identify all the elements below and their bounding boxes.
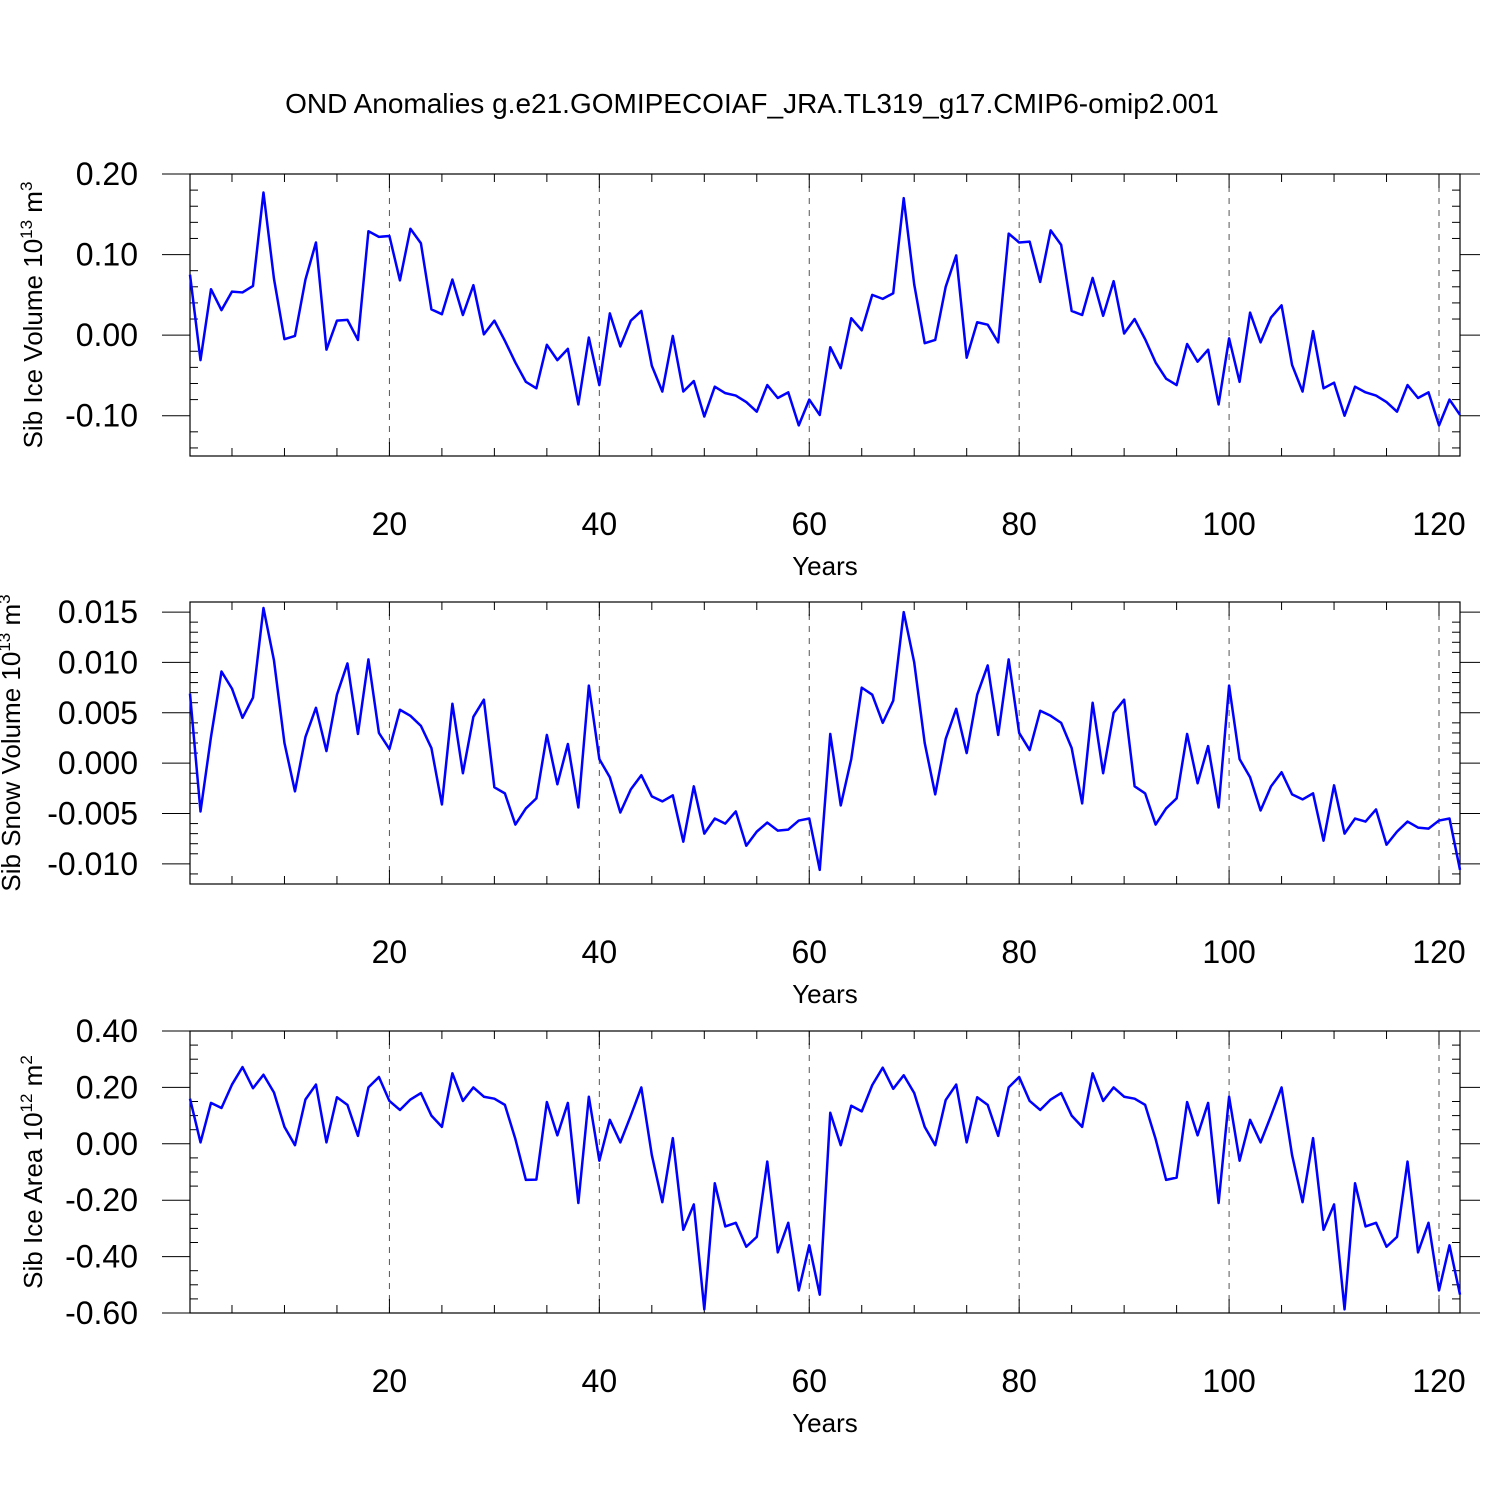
x-axis-label: Years [792, 1408, 858, 1438]
y-tick-label: -0.005 [47, 796, 138, 832]
y-axis-label: Sib Ice Area 1012 m2 [17, 1055, 48, 1289]
plot-frame [189, 173, 1461, 457]
y-tick-label: -0.10 [65, 398, 138, 434]
x-axis-label: Years [792, 979, 858, 1009]
y-axis-label: Sib Snow Volume 1013 m3 [0, 594, 26, 891]
figure-title: OND Anomalies g.e21.GOMIPECOIAF_JRA.TL31… [285, 88, 1219, 119]
x-tick-label: 60 [791, 506, 827, 542]
y-tick-label: 0.010 [58, 644, 138, 680]
y-tick-label: 0.00 [76, 317, 138, 353]
y-tick-label: -0.010 [47, 846, 138, 882]
y-tick-label: -0.60 [65, 1295, 138, 1331]
x-tick-label: 40 [582, 1363, 618, 1399]
series-line [188, 606, 1462, 872]
x-tick-label: 80 [1001, 1363, 1037, 1399]
x-tick-label: 40 [582, 934, 618, 970]
plot-frame [189, 1030, 1461, 1314]
x-tick-label: 120 [1412, 934, 1465, 970]
y-tick-label: 0.000 [58, 745, 138, 781]
x-tick-label: 60 [791, 1363, 827, 1399]
x-tick-label: 120 [1412, 1363, 1465, 1399]
x-tick-label: 100 [1202, 1363, 1255, 1399]
x-tick-label: 100 [1202, 934, 1255, 970]
panel-3: -0.60 -0.40 -0.20 0.00 0.20 0.40 20 40 60 80 100 12… [17, 1013, 1480, 1438]
y-tick-label: 0.20 [76, 1069, 138, 1105]
x-tick-label: 40 [582, 506, 618, 542]
series-line [188, 1065, 1462, 1311]
x-tick-label: 20 [372, 1363, 408, 1399]
y-tick-label: 0.40 [76, 1013, 138, 1049]
panel-1: -0.10 0.00 0.10 0.20 20 40 60 80 100 120 Years Sib … [17, 156, 1480, 581]
x-tick-label: 60 [791, 934, 827, 970]
x-tick-label: 120 [1412, 506, 1465, 542]
x-tick-label: 20 [372, 506, 408, 542]
y-tick-label: -0.40 [65, 1239, 138, 1275]
x-axis-label: Years [792, 551, 858, 581]
x-tick-label: 80 [1001, 506, 1037, 542]
x-tick-label: 100 [1202, 506, 1255, 542]
series-line [188, 191, 1462, 427]
plot-frame [189, 601, 1461, 885]
y-tick-label: -0.20 [65, 1182, 138, 1218]
x-tick-label: 80 [1001, 934, 1037, 970]
x-tick-label: 20 [372, 934, 408, 970]
y-axis-label: Sib Ice Volume 1013 m3 [17, 182, 48, 449]
y-tick-label: 0.015 [58, 594, 138, 630]
y-tick-label: 0.00 [76, 1126, 138, 1162]
panels: -0.10 0.00 0.10 0.20 20 40 60 80 100 120 Years Sib … [0, 156, 1480, 1438]
y-tick-label: 0.20 [76, 156, 138, 192]
y-tick-label: 0.10 [76, 237, 138, 273]
y-tick-label: 0.005 [58, 695, 138, 731]
panel-2: -0.010 -0.005 0.000 0.005 0.010 0.015 20 40 60 80… [0, 594, 1480, 1009]
